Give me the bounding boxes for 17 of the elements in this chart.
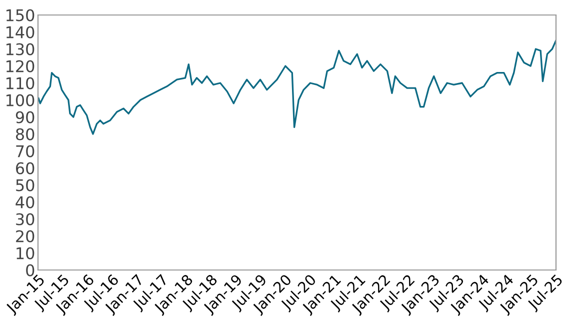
y-tick-label: 10 bbox=[16, 247, 34, 260]
y-tick-label: 30 bbox=[16, 213, 34, 226]
y-tick-label: 20 bbox=[16, 230, 34, 242]
y-tick-label: 130 bbox=[6, 43, 34, 56]
y-tick-label: 100 bbox=[6, 94, 34, 106]
line-series bbox=[38, 40, 556, 135]
y-tick-label: 80 bbox=[16, 128, 34, 140]
y-tick-label: 150 bbox=[6, 9, 34, 22]
y-tick-label: 120 bbox=[6, 60, 34, 72]
y-tick-label: 40 bbox=[16, 196, 34, 208]
y-tick-label: 0 bbox=[26, 264, 34, 276]
y-tick-label: 110 bbox=[6, 77, 34, 90]
y-tick-label: 90 bbox=[16, 111, 34, 124]
y-tick-label: 70 bbox=[16, 145, 34, 158]
y-tick-label: 60 bbox=[16, 162, 34, 174]
y-tick-label: 140 bbox=[6, 26, 34, 38]
y-tick-label: 50 bbox=[16, 179, 34, 192]
